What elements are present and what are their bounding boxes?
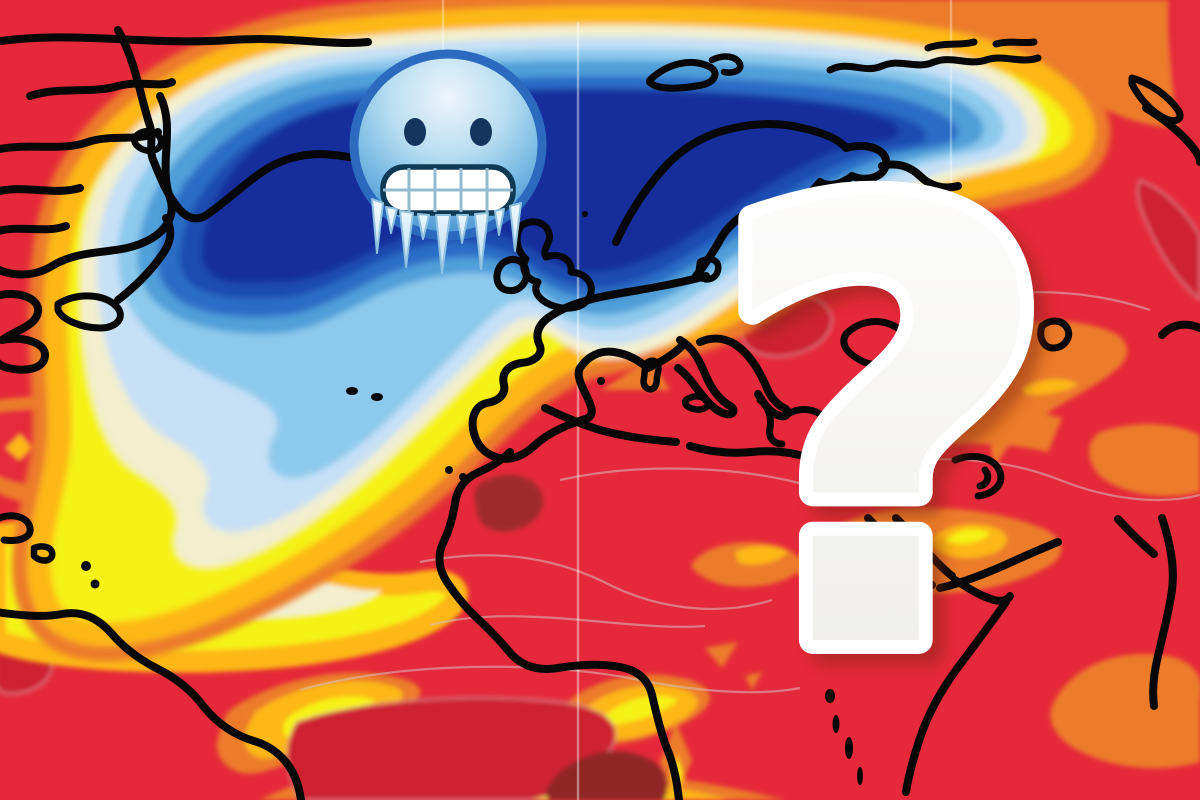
caribbean-dot <box>90 579 100 589</box>
coastline-persian-gulf <box>951 453 1005 500</box>
dark-red-patch <box>286 696 617 800</box>
coastline-canary-dot <box>445 466 453 474</box>
warm-patch <box>6 434 32 460</box>
coastline-greenland-island <box>131 127 165 154</box>
emoji-eye-left <box>404 118 426 146</box>
coastline-arctic-russia <box>826 54 1042 74</box>
warm-patch <box>990 321 1128 470</box>
warm-patch <box>605 695 678 724</box>
coastline-persia <box>1114 515 1158 558</box>
azores-dot <box>346 387 358 395</box>
coastline-right-hook <box>1158 320 1200 339</box>
coastline-arctic-top <box>0 33 372 47</box>
coastline-kara <box>1142 104 1200 166</box>
coastline-india <box>1149 514 1177 710</box>
question-mark-overlay: ? ? <box>697 69 1084 800</box>
contour-line <box>559 467 811 488</box>
coastline-ireland <box>493 256 530 295</box>
warm-patch <box>705 642 738 668</box>
coastline-russia-dashes <box>924 38 1038 52</box>
coastline-scandinavia <box>612 120 891 280</box>
coastline-novaya-zemlya <box>1128 74 1184 125</box>
warm-patch <box>1089 424 1200 496</box>
lake-mark <box>832 715 840 733</box>
shetland-dot <box>582 211 588 217</box>
warm-patch <box>520 0 1200 128</box>
warm-patch <box>735 546 788 565</box>
coastline-svalbard <box>645 59 719 92</box>
coastline-labrador <box>0 92 176 279</box>
warm-patch <box>1022 379 1078 395</box>
coastline-arctic-islands <box>26 78 176 100</box>
lake-mark <box>845 737 853 759</box>
warm-patch <box>945 529 990 544</box>
coastline-gulf-st-lawrence <box>0 290 49 374</box>
coastline-sicily <box>681 393 712 413</box>
maroon-patch <box>545 751 668 800</box>
warm-patch <box>873 407 1062 452</box>
lake-mark <box>825 689 835 703</box>
lake-mark <box>857 767 863 785</box>
azores-dot <box>371 393 383 401</box>
coastline-antilles <box>0 512 34 544</box>
coastline-labrador-link <box>114 214 175 304</box>
coastline-corsica-sardinia <box>640 357 662 393</box>
coastline-aegean-turkey <box>784 406 886 423</box>
coastline-somalia <box>902 598 1010 796</box>
coastline-arctic-canada <box>0 222 70 235</box>
coastline-white-sea <box>878 160 962 192</box>
contour-line <box>299 665 801 694</box>
coastline-newfoundland <box>54 292 124 332</box>
cold-face-emoji-icon <box>349 49 547 274</box>
coastline-black-sea <box>840 318 911 369</box>
coastline-arctic-canada <box>0 184 84 196</box>
contour-lines <box>299 291 1200 694</box>
caribbean-dot <box>81 561 91 571</box>
coastline-greece-peninsula <box>756 396 786 448</box>
coastline-balkans-greece <box>696 334 792 421</box>
warm-patch <box>1167 0 1200 165</box>
contour-line <box>959 291 1151 312</box>
emoji-eye-right <box>470 118 492 146</box>
coastline-red-sea-east <box>892 514 956 580</box>
coastline-africa-west <box>435 448 683 800</box>
coastline-red-sea-west <box>864 514 936 589</box>
question-mark-shadow: ? <box>723 95 1071 794</box>
coastline-italy <box>674 336 738 419</box>
contour-line <box>849 458 1200 502</box>
warm-patch <box>1050 654 1200 769</box>
coastline-greenland <box>114 26 364 223</box>
coastline-island-dot <box>597 377 605 385</box>
coastline-med-south <box>541 404 862 474</box>
question-mark: ? <box>711 83 1059 782</box>
dark-red-patch <box>1136 178 1200 302</box>
coastline-baltic <box>744 240 774 267</box>
emoji-icicles <box>371 198 522 274</box>
maroon-patch <box>474 474 544 532</box>
coastline-canary-dot <box>459 473 467 481</box>
coastlines <box>0 26 1200 800</box>
contour-line <box>429 615 706 628</box>
warm-patch <box>745 672 762 690</box>
coastline-south-america <box>0 608 305 800</box>
warm-patch <box>820 536 858 549</box>
coastline-caspian <box>1037 317 1073 352</box>
emoji-teeth-grid <box>383 168 513 212</box>
coastline-antilles <box>30 543 56 564</box>
coastline-svalbard-east <box>708 53 744 76</box>
contour-line <box>419 554 773 611</box>
